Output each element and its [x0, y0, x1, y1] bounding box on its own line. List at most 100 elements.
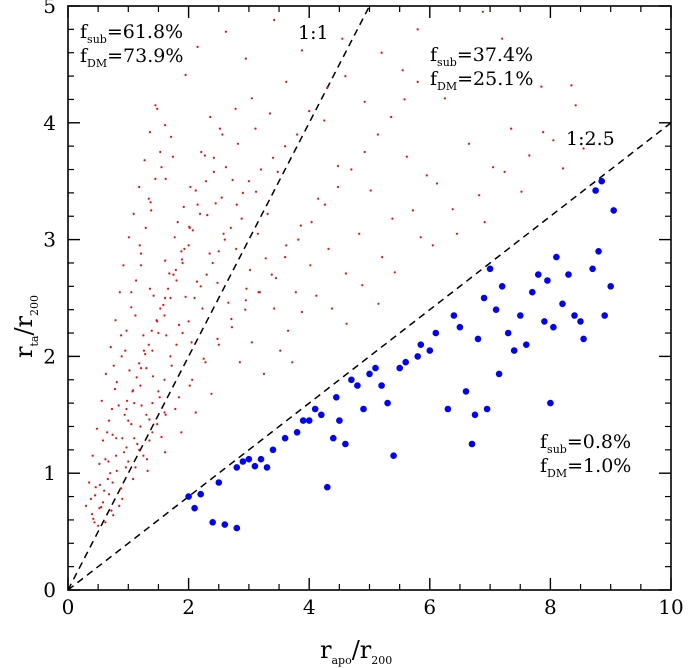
red-point-228 [151, 349, 154, 352]
red-point-193 [238, 361, 241, 364]
red-point-256 [156, 320, 159, 323]
x-tick-label: 0 [62, 595, 75, 619]
blue-point-13 [269, 446, 277, 454]
red-point-230 [163, 314, 166, 317]
red-point-241 [135, 279, 138, 282]
red-point-287 [390, 115, 393, 119]
red-point-296 [552, 139, 555, 142]
red-point-253 [131, 390, 134, 393]
blue-point-24 [342, 440, 349, 448]
red-point-8 [130, 423, 133, 426]
red-point-213 [164, 177, 167, 180]
x-tick-label: 2 [182, 595, 195, 619]
blue-point-53 [523, 341, 530, 349]
red-point-282 [323, 203, 326, 206]
red-point-200 [142, 349, 146, 352]
blue-point-21 [330, 434, 337, 442]
red-point-134 [91, 454, 94, 457]
red-point-192 [574, 104, 577, 107]
red-point-100 [250, 97, 253, 100]
red-point-28 [190, 341, 193, 344]
annot-sub: DM [437, 80, 457, 93]
red-point-267 [124, 466, 127, 469]
blue-point-20 [324, 483, 331, 491]
red-point-154 [97, 524, 100, 527]
red-point-190 [501, 37, 504, 40]
red-point-135 [95, 427, 98, 430]
svg-text:fsub=61.8%: fsub=61.8% [80, 21, 183, 46]
red-point-80 [113, 388, 117, 391]
red-point-300 [118, 504, 121, 507]
red-point-198 [126, 399, 129, 402]
reference-line-1 [68, 122, 671, 590]
red-point-259 [180, 250, 183, 253]
red-point-225 [133, 402, 136, 405]
annot-f: f [430, 44, 439, 66]
red-point-167 [169, 355, 172, 358]
red-point-274 [217, 343, 220, 346]
red-point-51 [255, 190, 258, 193]
red-point-5 [115, 469, 118, 472]
red-point-177 [229, 226, 232, 229]
annot-value: =25.1% [457, 68, 533, 90]
red-point-42 [235, 247, 238, 250]
blue-point-70 [610, 207, 617, 214]
blue-point-46 [486, 265, 494, 273]
annot-sub: sub [437, 56, 457, 69]
red-point-48 [256, 232, 259, 235]
red-point-124 [273, 307, 276, 310]
red-point-189 [416, 28, 419, 31]
red-point-46 [249, 268, 252, 272]
red-point-161 [133, 437, 136, 440]
red-point-115 [145, 458, 149, 461]
ref-line-label-1-2.5: 1:2.5 [566, 128, 615, 150]
red-point-91 [189, 185, 192, 189]
red-point-212 [120, 334, 123, 337]
red-point-127 [315, 294, 318, 297]
red-point-103 [363, 100, 366, 103]
svg-text:fDM=1.0%: fDM=1.0% [540, 455, 631, 480]
red-point-297 [570, 84, 573, 87]
blue-point-3 [209, 519, 216, 526]
red-point-226 [139, 384, 142, 387]
red-point-142 [127, 236, 130, 239]
blue-point-67 [598, 177, 605, 185]
red-point-280 [297, 238, 300, 241]
red-point-251 [115, 437, 118, 440]
red-point-279 [284, 256, 287, 259]
blue-point-12 [263, 464, 271, 471]
red-point-302 [98, 507, 101, 510]
red-point-246 [159, 150, 162, 154]
blue-point-19 [318, 411, 325, 419]
red-point-138 [109, 346, 112, 349]
red-point-94 [234, 107, 237, 110]
blue-point-25 [348, 376, 355, 384]
red-point-10 [120, 487, 123, 490]
red-point-64 [369, 189, 372, 192]
red-point-128 [331, 307, 334, 310]
red-point-81 [107, 419, 111, 422]
red-point-208 [130, 291, 133, 294]
red-point-268 [138, 448, 141, 451]
red-point-299 [425, 174, 428, 177]
red-point-77 [582, 147, 585, 150]
red-point-250 [107, 460, 110, 463]
blue-point-47 [492, 306, 500, 314]
red-point-20 [138, 362, 141, 365]
red-point-270 [164, 413, 167, 416]
y-tick-label: 2 [43, 344, 56, 368]
red-point-84 [101, 439, 105, 442]
red-point-41 [212, 170, 215, 173]
red-point-308 [156, 423, 159, 426]
red-point-32 [201, 307, 204, 310]
blue-point-45 [480, 294, 488, 302]
blue-point-54 [529, 288, 536, 296]
red-point-235 [106, 431, 109, 434]
annot-value: =61.8% [107, 21, 183, 43]
svg-text:fsub=37.4%: fsub=37.4% [430, 44, 533, 69]
red-point-34 [208, 252, 211, 255]
red-point-216 [224, 166, 228, 169]
blue-point-40 [456, 323, 464, 331]
red-point-214 [171, 155, 174, 158]
red-point-75 [542, 131, 545, 134]
